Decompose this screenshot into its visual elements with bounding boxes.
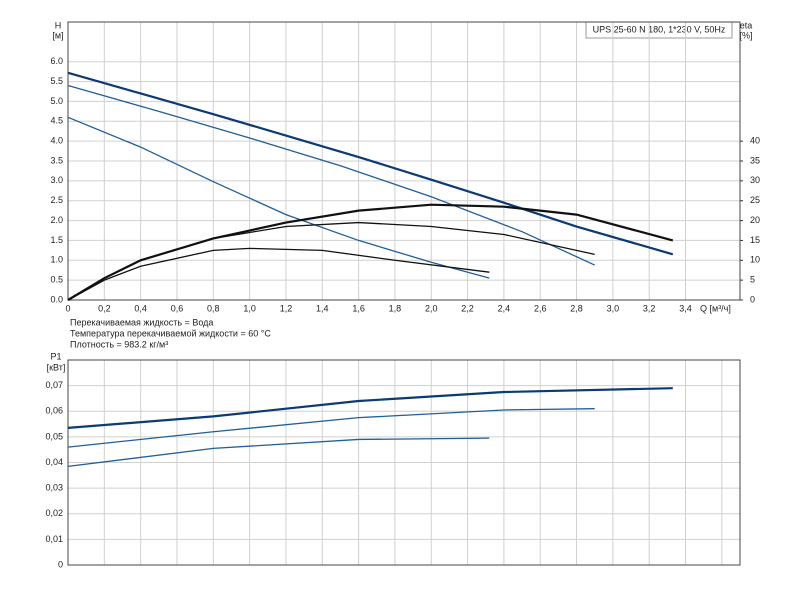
y2-tick-label: 25: [750, 195, 760, 205]
y-unit: [кВт]: [47, 362, 66, 372]
curve: [67, 203, 674, 301]
y2-tick-label: 40: [750, 136, 760, 146]
y-tick-label: 6.0: [50, 56, 63, 66]
y-label: H: [55, 20, 62, 30]
chart-title: UPS 25-60 N 180, 1*230 V, 50Hz: [593, 24, 726, 34]
curve: [67, 387, 673, 430]
y-tick-label: 0.0: [50, 294, 63, 304]
x-tick-label: 1,4: [316, 303, 329, 313]
y2-unit: [%]: [739, 30, 752, 40]
curve: [67, 71, 674, 256]
curve: [67, 437, 490, 467]
x-tick-label: 1,2: [280, 303, 293, 313]
y-tick-label: 0: [58, 559, 63, 569]
annotation: Перекачиваемая жидкость = Вода: [70, 317, 213, 327]
x-tick-label: 3,2: [643, 303, 656, 313]
y-label: P1: [50, 351, 61, 361]
annotation: Температура перекачиваемой жидкости = 60…: [70, 328, 271, 338]
y-tick-label: 5.5: [50, 76, 63, 86]
x-tick-label: 0: [65, 303, 70, 313]
plot-frame: [67, 359, 741, 566]
x-tick-label: 2,8: [570, 303, 583, 313]
y-tick-label: 3.0: [50, 175, 63, 185]
y-tick-label: 0,02: [45, 508, 63, 518]
y2-tick-label: 35: [750, 155, 760, 165]
curve: [67, 116, 490, 279]
y-tick-label: 0,05: [45, 431, 63, 441]
y2-tick-label: 15: [750, 235, 760, 245]
y2-tick-label: 0: [750, 294, 755, 304]
y2-tick-label: 30: [750, 175, 760, 185]
y-tick-label: 0.5: [50, 275, 63, 285]
y-tick-label: 5.0: [50, 96, 63, 106]
y-tick-label: 0,06: [45, 406, 63, 416]
x-tick-label: 2,4: [498, 303, 511, 313]
x-tick-label: 0,4: [134, 303, 147, 313]
x-tick-label: 0,8: [207, 303, 220, 313]
y2-tick-label: 20: [750, 215, 760, 225]
y-tick-label: 0,04: [45, 457, 63, 467]
y-tick-label: 4.5: [50, 116, 63, 126]
y2-tick-label: 10: [750, 255, 760, 265]
x-tick-label: 0,6: [171, 303, 184, 313]
y2-tick-label: 5: [750, 275, 755, 285]
x-tick-label: 1,0: [243, 303, 256, 313]
x-tick-label: 1,6: [352, 303, 365, 313]
x-tick-label: 2,6: [534, 303, 547, 313]
y-tick-label: 3.5: [50, 155, 63, 165]
curve: [67, 247, 490, 301]
y-tick-label: 0,03: [45, 483, 63, 493]
y-tick-label: 2.5: [50, 195, 63, 205]
x-tick-label: 3,0: [607, 303, 620, 313]
y-tick-label: 2.0: [50, 215, 63, 225]
curve: [67, 84, 595, 266]
x-tick-label: 3,4: [679, 303, 692, 313]
y-tick-label: 1.5: [50, 235, 63, 245]
x-tick-label: 0,2: [98, 303, 111, 313]
annotation: Плотность = 983.2 кг/м³: [70, 339, 168, 349]
curve: [67, 408, 595, 448]
y-tick-label: 1.0: [50, 255, 63, 265]
y-tick-label: 4.0: [50, 136, 63, 146]
x-tick-label: 1,8: [389, 303, 402, 313]
y-tick-label: 0,07: [45, 380, 63, 390]
y2-label: eta: [740, 20, 753, 30]
plot-frame: [67, 21, 741, 301]
y-unit: [м]: [52, 30, 63, 40]
x-tick-label: 2,2: [461, 303, 474, 313]
curve: [67, 221, 595, 301]
y-tick-label: 0,01: [45, 534, 63, 544]
x-tick-label: 2,0: [425, 303, 438, 313]
x-label: Q [м³/ч]: [700, 303, 731, 313]
